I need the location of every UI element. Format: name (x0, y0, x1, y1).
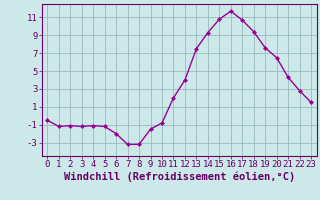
X-axis label: Windchill (Refroidissement éolien,°C): Windchill (Refroidissement éolien,°C) (64, 172, 295, 182)
